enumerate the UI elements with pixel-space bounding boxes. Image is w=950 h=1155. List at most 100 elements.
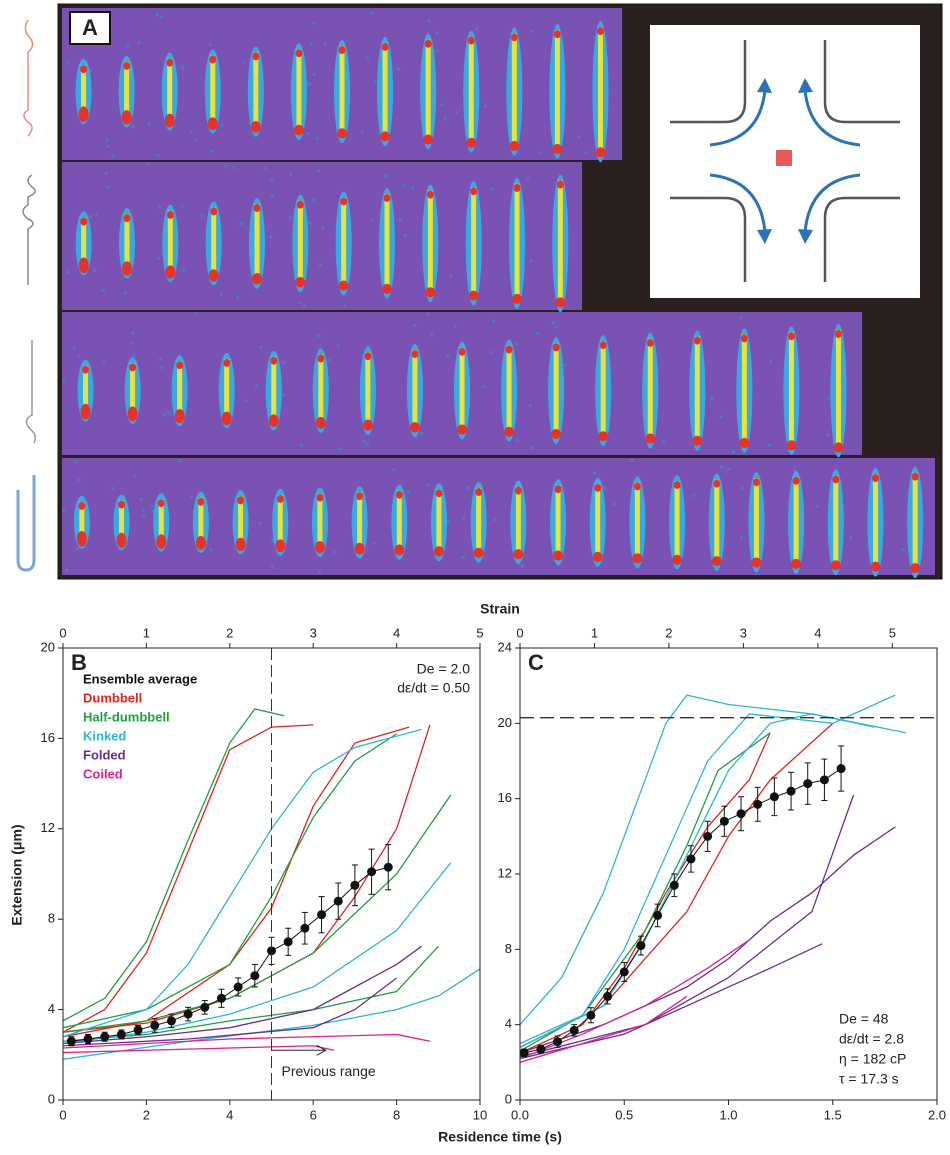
- noise: [66, 270, 70, 274]
- molecule-end: [713, 479, 721, 488]
- molecule-core: [119, 500, 125, 545]
- molecule-core: [833, 475, 839, 570]
- molecule-core: [600, 341, 606, 441]
- noise: [160, 366, 164, 370]
- x-tick-label: 6: [310, 1107, 317, 1122]
- molecule-end: [118, 500, 126, 509]
- noise: [93, 268, 97, 272]
- molecule-end: [739, 437, 750, 448]
- x2-tick-label: 1: [591, 625, 598, 640]
- noise: [105, 138, 109, 142]
- molecule-end: [174, 409, 185, 424]
- noise: [731, 450, 735, 454]
- noise: [691, 494, 695, 498]
- noise: [158, 205, 162, 209]
- ensemble-point: [786, 786, 796, 796]
- molecule-end: [692, 435, 703, 446]
- molecule-core: [384, 193, 390, 293]
- noise: [403, 233, 407, 237]
- molecule-end: [165, 265, 176, 279]
- x-tick-label: 4: [226, 1107, 233, 1122]
- noise: [130, 341, 134, 345]
- molecule-core: [224, 358, 230, 423]
- trace: [520, 943, 823, 1060]
- noise: [131, 125, 135, 129]
- noise: [401, 184, 405, 188]
- noise: [397, 67, 401, 71]
- molecule-end: [80, 403, 91, 420]
- x2-tick-label: 5: [889, 625, 896, 640]
- molecule-end: [80, 217, 88, 226]
- trace: [63, 862, 452, 1045]
- molecule-core: [253, 52, 259, 131]
- noise: [77, 355, 81, 359]
- molecule-end: [470, 187, 478, 196]
- noise: [603, 486, 607, 490]
- molecule-core: [339, 46, 345, 138]
- noise: [208, 43, 212, 47]
- stagnation-point: [776, 150, 792, 166]
- molecule-end: [551, 429, 562, 440]
- legend-entry: Folded: [83, 747, 126, 762]
- legend-entry: Dumbbell: [83, 690, 142, 705]
- noise: [126, 44, 130, 48]
- molecule-end: [510, 33, 518, 42]
- molecule-core: [554, 30, 560, 154]
- noise: [281, 393, 285, 397]
- molecule-end: [830, 560, 841, 571]
- molecule-end: [553, 550, 564, 561]
- noise: [77, 478, 81, 482]
- molecule-end: [513, 549, 524, 560]
- arrow-head: [316, 1044, 327, 1056]
- molecule-end: [250, 121, 261, 133]
- molecule-end: [314, 541, 325, 554]
- noise: [241, 60, 245, 64]
- molecule-end: [833, 442, 844, 453]
- molecule-end: [121, 110, 132, 125]
- noise: [302, 304, 306, 308]
- molecule-core: [436, 489, 442, 556]
- molecule-end: [354, 542, 365, 555]
- molecule-core: [365, 352, 371, 430]
- noise: [104, 171, 108, 175]
- molecule-end: [504, 426, 515, 437]
- noise: [189, 130, 193, 134]
- bottom-axis-label: Residence time (s): [438, 1129, 562, 1145]
- molecule-end: [911, 472, 919, 481]
- noise: [420, 432, 424, 436]
- noise: [168, 412, 172, 416]
- molecule-end: [554, 485, 562, 494]
- panel-label: B: [71, 650, 87, 675]
- noise: [270, 565, 274, 569]
- molecule-end: [435, 489, 443, 498]
- molecule-end: [123, 61, 131, 70]
- molecule-end: [466, 137, 477, 148]
- range-label: Previous range: [282, 1063, 376, 1079]
- noise: [551, 320, 555, 324]
- molecule-core: [694, 336, 700, 445]
- noise: [137, 41, 141, 45]
- noise: [308, 221, 312, 225]
- noise: [270, 177, 274, 181]
- noise: [719, 415, 723, 419]
- ensemble-point: [383, 862, 393, 872]
- molecule-end: [210, 207, 218, 216]
- molecule-core: [471, 187, 477, 300]
- ensemble-point: [819, 775, 829, 785]
- noise: [515, 438, 519, 442]
- noise: [469, 181, 473, 185]
- molecule-core: [124, 214, 130, 273]
- noise: [592, 471, 596, 475]
- molecule-end: [164, 113, 175, 128]
- y-tick-label: 20: [41, 639, 55, 654]
- noise: [321, 225, 325, 229]
- molecule-end: [411, 349, 419, 358]
- ensemble-point: [83, 1034, 93, 1044]
- molecule-core: [198, 497, 204, 548]
- noise: [612, 502, 616, 506]
- molecule-end: [832, 475, 840, 484]
- ensemble-point: [350, 880, 360, 890]
- noise: [362, 440, 366, 444]
- noise: [490, 187, 494, 191]
- noise: [443, 117, 447, 121]
